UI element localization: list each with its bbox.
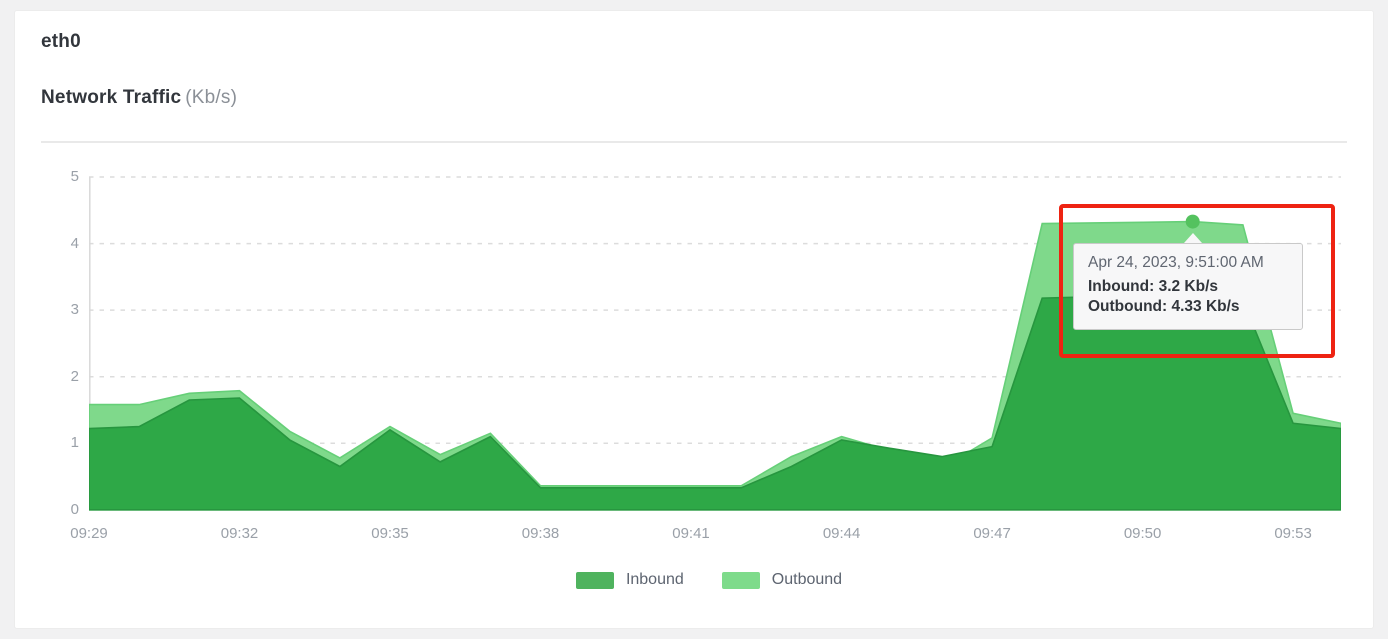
x-tick-label: 09:35: [371, 525, 409, 542]
legend-item-inbound[interactable]: Inbound: [575, 571, 684, 589]
y-tick-label: 0: [70, 501, 79, 518]
interface-title: eth0: [41, 31, 81, 52]
x-tick-label: 09:44: [822, 525, 861, 542]
hover-tooltip: Apr 24, 2023, 9:51:00 AM Inbound: 3.2 Kb…: [1073, 243, 1303, 330]
hover-point-dot[interactable]: [1185, 214, 1200, 229]
y-tick-label: 1: [70, 434, 79, 451]
y-axis: 0 1 2 3 4 5: [35, 11, 79, 531]
outbound-swatch-icon: [721, 571, 760, 589]
tooltip-timestamp: Apr 24, 2023, 9:51:00 AM: [1088, 254, 1264, 271]
x-tick-label: 09:50: [1123, 525, 1162, 542]
inbound-swatch-icon: [575, 571, 614, 589]
chart-title-text: Network Traffic: [41, 87, 182, 108]
legend-label-inbound: Inbound: [625, 571, 684, 588]
y-tick-label: 2: [70, 368, 79, 385]
x-axis: 09:29 09:32 09:35 09:38 09:41 09:44 09:47 09:50…: [15, 525, 1373, 547]
x-tick-label: 09:29: [70, 525, 108, 542]
x-tick-label: 09:38: [521, 525, 560, 542]
divider: [41, 141, 1347, 143]
y-tick-label: 5: [70, 168, 79, 185]
chart-title-unit: (Kb/s): [185, 87, 238, 108]
legend-label-outbound: Outbound: [771, 571, 843, 588]
y-tick-label: 3: [70, 301, 79, 318]
legend-item-outbound[interactable]: Outbound: [721, 571, 843, 589]
x-tick-label: 09:32: [220, 525, 259, 542]
x-tick-label: 09:41: [672, 525, 710, 542]
y-tick-label: 4: [70, 235, 79, 252]
tooltip-inbound-value: Inbound: 3.2 Kb/s: [1088, 278, 1219, 295]
chart-title: Network Traffic (Kb/s): [41, 87, 237, 109]
tooltip-outbound-value: Outbound: 4.33 Kb/s: [1088, 298, 1240, 316]
chart-legend: Inbound Outbound: [15, 567, 1373, 593]
tooltip-caret: [1184, 233, 1202, 243]
traffic-area-chart[interactable]: [89, 169, 1341, 515]
x-tick-label: 09:53: [1274, 525, 1312, 542]
x-tick-label: 09:47: [973, 525, 1011, 542]
